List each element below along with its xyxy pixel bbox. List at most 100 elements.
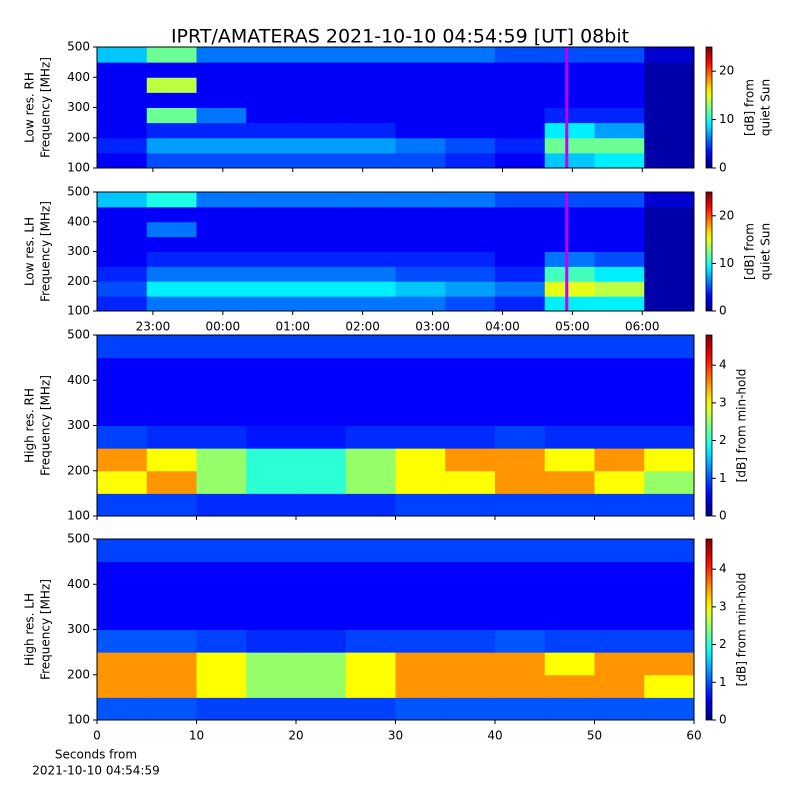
heatmap-cell	[644, 92, 695, 108]
heatmap-cell	[196, 697, 247, 721]
heatmap-cell	[246, 236, 297, 252]
colorbar-label: [dB] from min-hold	[735, 369, 749, 483]
heatmap-cell	[296, 629, 347, 653]
heatmap-cell	[345, 92, 396, 108]
heatmap-cell	[445, 357, 496, 381]
heatmap-cell	[196, 539, 247, 563]
heatmap-cell	[495, 606, 546, 630]
heatmap-cell	[594, 77, 645, 93]
colorbar-tick-label: 0	[719, 304, 727, 318]
heatmap-cell	[146, 62, 197, 78]
heatmap-cell	[146, 380, 197, 404]
heatmap-cell	[196, 606, 247, 630]
heatmap-cell	[544, 122, 595, 139]
heatmap-cell	[345, 674, 396, 698]
heatmap-cell	[544, 152, 595, 169]
heatmap-cell	[495, 281, 546, 297]
heatmap-cell	[395, 402, 446, 426]
colorbar-tick-label: 0	[719, 161, 727, 175]
colorbar	[705, 46, 713, 169]
colorbar-tick-label: 4	[719, 358, 727, 372]
heatmap-cell	[544, 380, 595, 404]
heatmap-cell	[296, 674, 347, 698]
heatmap-cell	[594, 584, 645, 608]
heatmap-cell	[544, 47, 595, 63]
heatmap-cell	[445, 296, 496, 312]
heatmap-cell	[296, 77, 347, 93]
heatmap-cell	[544, 652, 595, 676]
heatmap-cell	[97, 561, 148, 585]
x-tick-label: 50	[587, 729, 602, 743]
heatmap-cell	[644, 206, 695, 223]
heatmap-cell	[97, 236, 148, 252]
heatmap-cell	[146, 652, 197, 676]
heatmap-cell	[445, 192, 496, 208]
heatmap-cell	[594, 674, 645, 698]
heatmap-cell	[445, 697, 496, 721]
heatmap-cell	[196, 47, 247, 63]
heatmap-cell	[445, 629, 496, 653]
heatmap-cell	[196, 380, 247, 404]
heatmap-cell	[495, 92, 546, 108]
heatmap-cell	[246, 606, 297, 630]
heatmap-cell	[146, 251, 197, 267]
y-tick-label: 400	[67, 214, 90, 228]
heatmap-cell	[296, 192, 347, 208]
heatmap-cell	[544, 584, 595, 608]
heatmap-cell	[445, 674, 496, 698]
heatmap-cell	[296, 137, 347, 154]
heatmap-cell	[495, 251, 546, 267]
heatmap-cell	[495, 402, 546, 426]
heatmap-cell	[544, 206, 595, 223]
heatmap-cell	[594, 152, 645, 169]
heatmap-cell	[97, 539, 148, 563]
heatmap-cell	[644, 137, 695, 154]
heatmap-cell	[395, 122, 446, 139]
y-tick-label: 300	[67, 100, 90, 114]
heatmap-cell	[196, 584, 247, 608]
heatmap-cell	[495, 77, 546, 93]
heatmap-cell	[644, 236, 695, 252]
heatmap-cell	[196, 137, 247, 154]
heatmap-cell	[395, 92, 446, 108]
heatmap-cell	[644, 251, 695, 267]
x-tick-label: 06:00	[625, 320, 660, 334]
heatmap-cell	[495, 357, 546, 381]
colorbar	[705, 538, 713, 721]
y-tick-label: 400	[67, 70, 90, 84]
colorbar-tick-label: 2	[719, 433, 727, 447]
heatmap-cell	[544, 448, 595, 472]
heatmap-cell	[246, 206, 297, 223]
heatmap-cell	[594, 221, 645, 238]
heatmap-cell	[594, 47, 645, 63]
heatmap-cell	[445, 92, 496, 108]
heatmap-cell	[146, 606, 197, 630]
y-axis-label: Low res. LH	[23, 217, 37, 286]
heatmap-cell	[644, 221, 695, 238]
heatmap-cell	[644, 493, 695, 517]
heatmap-cell	[146, 629, 197, 653]
heatmap-cell	[345, 77, 396, 93]
heatmap-cell	[97, 448, 148, 472]
heatmap-cell	[594, 380, 645, 404]
heatmap-cell	[345, 629, 396, 653]
heatmap-cell	[296, 62, 347, 78]
heatmap-cell	[395, 192, 446, 208]
heatmap-cell	[544, 629, 595, 653]
heatmap-cell	[495, 674, 546, 698]
heatmap-cell	[644, 584, 695, 608]
heatmap-cell	[246, 652, 297, 676]
y-tick-label: 300	[67, 418, 90, 432]
heatmap-cell	[196, 62, 247, 78]
heatmap-cell	[196, 561, 247, 585]
heatmap-cell	[97, 357, 148, 381]
heatmap-cell	[495, 652, 546, 676]
heatmap-cell	[296, 493, 347, 517]
heatmap-cell	[246, 402, 297, 426]
heatmap-cell	[345, 107, 396, 124]
heatmap-cell	[97, 470, 148, 494]
y-tick-label: 400	[67, 373, 90, 387]
heatmap-cell	[246, 92, 297, 108]
heatmap-cell	[395, 606, 446, 630]
heatmap-cell	[246, 697, 297, 721]
